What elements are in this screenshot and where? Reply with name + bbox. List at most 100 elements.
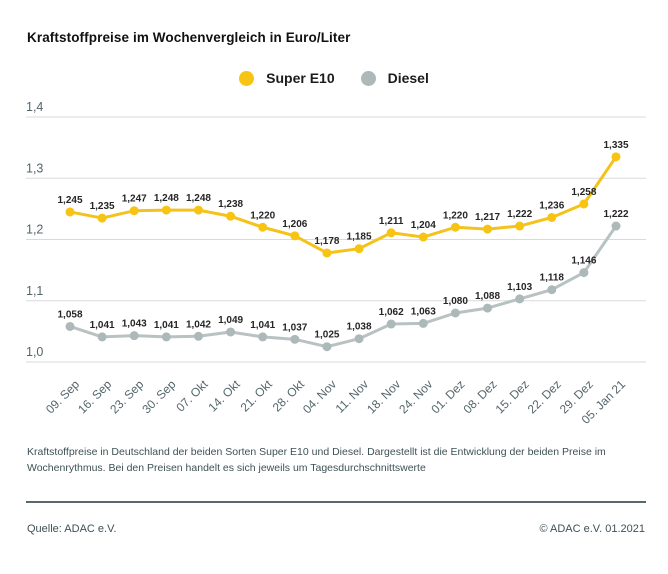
series-super-e10-data-point xyxy=(65,207,75,217)
series-diesel-data-point xyxy=(354,334,364,344)
series-diesel-value-label: 1,103 xyxy=(507,282,532,293)
series-diesel-data-point xyxy=(258,332,268,342)
series-super-e10-value-label: 1,178 xyxy=(314,236,339,247)
series-diesel-data-point xyxy=(547,285,557,295)
copyright-label: © ADAC e.V. 01.2021 xyxy=(539,523,645,535)
series-super-e10-value-label: 1,211 xyxy=(379,216,404,227)
series-diesel-data-point xyxy=(97,332,107,342)
x-axis-tick-label: 09. Sep xyxy=(43,377,82,416)
series-diesel-value-label: 1,062 xyxy=(379,307,404,318)
series-diesel-value-label: 1,063 xyxy=(411,306,436,317)
series-super-e10-data-point xyxy=(386,228,396,238)
series-super-e10-data-point xyxy=(129,206,139,216)
series-super-e10-value-label: 1,258 xyxy=(571,187,596,198)
series-diesel-data-point xyxy=(483,303,493,313)
y-axis-tick-label: 1,4 xyxy=(26,100,43,114)
series-super-e10-data-point xyxy=(515,221,525,231)
series-diesel-value-label: 1,041 xyxy=(250,320,275,331)
y-axis-tick-label: 1,3 xyxy=(26,161,43,175)
series-diesel-data-point xyxy=(322,342,332,352)
x-axis-tick-label: 15. Dez xyxy=(493,377,532,416)
series-super-e10-data-point xyxy=(450,222,460,232)
source-label: Quelle: ADAC e.V. xyxy=(27,523,117,535)
legend-dot-super-e10 xyxy=(239,70,255,86)
series-diesel-data-point xyxy=(386,319,396,329)
series-diesel-value-label: 1,118 xyxy=(540,273,565,284)
series-super-e10-value-label: 1,236 xyxy=(539,200,564,211)
series-super-e10-data-point xyxy=(354,244,364,254)
series-super-e10-value-label: 1,245 xyxy=(57,195,82,206)
x-axis-tick-label: 23. Sep xyxy=(107,377,146,416)
series-diesel-value-label: 1,049 xyxy=(218,315,243,326)
series-super-e10-value-label: 1,235 xyxy=(90,201,115,212)
series-diesel-data-point xyxy=(129,331,139,341)
series-super-e10-line xyxy=(68,155,618,255)
x-axis-tick-label: 08. Dez xyxy=(461,377,500,416)
y-axis-tick-label: 1,0 xyxy=(26,345,43,359)
series-diesel-value-label: 1,222 xyxy=(603,209,628,220)
series-diesel-value-label: 1,038 xyxy=(347,322,372,333)
page-title: Kraftstoffpreise im Wochenvergleich in E… xyxy=(27,30,351,45)
legend-label: Super E10 xyxy=(266,70,335,86)
footnote-text: Kraftstoffpreise in Deutschland der beid… xyxy=(27,446,606,475)
series-super-e10-data-point xyxy=(579,199,589,209)
legend-item-diesel: Diesel xyxy=(360,70,429,86)
series-super-e10-data-point xyxy=(418,232,428,242)
series-diesel-data-point xyxy=(161,332,171,342)
x-axis-tick-label: 14. Okt xyxy=(205,377,243,415)
series-super-e10-data-point xyxy=(547,212,557,222)
series-super-e10-value-label: 1,206 xyxy=(282,219,307,230)
series-diesel-data-point xyxy=(418,318,428,328)
x-axis-tick-label: 18. Nov xyxy=(364,377,403,416)
series-diesel-value-label: 1,037 xyxy=(282,322,307,333)
legend-dot-diesel xyxy=(360,70,376,86)
series-super-e10-value-label: 1,247 xyxy=(122,194,147,205)
series-diesel-data-point xyxy=(611,221,621,231)
series-super-e10-value-label: 1,185 xyxy=(347,232,372,243)
y-axis-tick-label: 1,2 xyxy=(26,223,43,237)
series-diesel-value-label: 1,058 xyxy=(57,309,82,320)
chart-legend: Super E10 Diesel xyxy=(0,70,668,86)
series-super-e10-value-label: 1,238 xyxy=(218,199,243,210)
y-axis-tick-label: 1,1 xyxy=(26,284,43,298)
series-super-e10-data-point xyxy=(258,222,268,232)
series-super-e10-data-point xyxy=(226,211,236,221)
series-diesel-value-label: 1,025 xyxy=(314,330,339,341)
series-diesel-data-point xyxy=(226,327,236,337)
series-super-e10-value-label: 1,248 xyxy=(154,193,179,204)
series-super-e10-value-label: 1,217 xyxy=(475,212,500,223)
series-super-e10-value-label: 1,220 xyxy=(443,210,468,221)
x-axis-tick-label: 21. Okt xyxy=(238,377,276,415)
series-super-e10-value-label: 1,222 xyxy=(507,209,532,220)
series-diesel-value-label: 1,146 xyxy=(571,256,596,267)
series-diesel-data-point xyxy=(450,308,460,318)
series-super-e10-data-point xyxy=(322,248,332,258)
x-axis-tick-label: 22. Dez xyxy=(525,377,564,416)
series-diesel-value-label: 1,041 xyxy=(90,320,115,331)
x-axis-tick-label: 24. Nov xyxy=(396,377,435,416)
series-super-e10-value-label: 1,248 xyxy=(186,193,211,204)
series-super-e10-data-point xyxy=(611,152,621,162)
series-super-e10-value-label: 1,204 xyxy=(411,220,436,231)
series-diesel-value-label: 1,088 xyxy=(475,291,500,302)
series-diesel-value-label: 1,080 xyxy=(443,296,468,307)
series-diesel-data-point xyxy=(65,321,75,331)
x-axis-tick-label: 11. Nov xyxy=(333,377,372,416)
series-super-e10-data-point xyxy=(161,205,171,215)
series-super-e10-value-label: 1,335 xyxy=(603,140,628,151)
series-diesel-value-label: 1,041 xyxy=(154,320,179,331)
series-super-e10-value-label: 1,220 xyxy=(250,210,275,221)
series-super-e10-data-point xyxy=(483,224,493,234)
series-super-e10-data-point xyxy=(97,213,107,223)
x-axis-tick-label: 01. Dez xyxy=(428,377,467,416)
series-diesel-value-label: 1,043 xyxy=(122,319,147,330)
series-diesel-data-point xyxy=(515,294,525,304)
x-axis-tick-label: 04. Nov xyxy=(300,377,339,416)
series-diesel-line xyxy=(68,224,618,349)
legend-item-super-e10: Super E10 xyxy=(239,70,335,86)
x-axis-tick-label: 16. Sep xyxy=(75,377,114,416)
legend-label: Diesel xyxy=(387,70,429,86)
series-diesel-data-point xyxy=(290,334,300,344)
series-super-e10-data-point xyxy=(290,231,300,241)
